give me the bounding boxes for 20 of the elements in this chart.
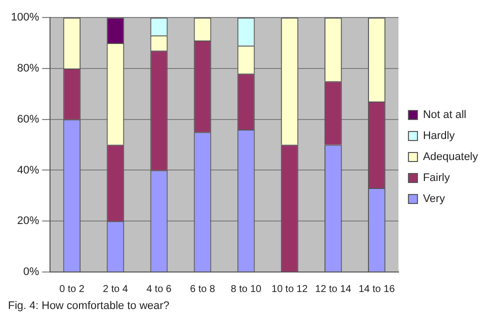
y-tick-label: 60% xyxy=(17,113,40,126)
y-tick-label: 20% xyxy=(17,215,40,228)
y-tick-label: 40% xyxy=(17,164,40,176)
y-tick-label: 100% xyxy=(10,12,40,24)
legend-label: Very xyxy=(422,193,446,206)
x-tick-label: 2 to 4 xyxy=(102,284,128,295)
x-tick-label: 14 to 16 xyxy=(358,284,396,295)
legend-label: Not at all xyxy=(422,109,466,122)
x-tick-label: 6 to 8 xyxy=(190,284,216,295)
x-tick-label: 10 to 12 xyxy=(272,284,308,295)
x-tick-label: 8 to 10 xyxy=(230,284,262,295)
legend-label: Fairly xyxy=(422,172,450,184)
legend-label: Hardly xyxy=(422,130,456,142)
y-tick-label: 80% xyxy=(17,62,40,75)
caption: Fig. 4: How comfortable to wear? xyxy=(8,300,170,312)
x-tick-label: 12 to 14 xyxy=(315,284,352,295)
x-tick-label: 4 to 6 xyxy=(146,284,172,295)
x-tick-label: 0 to 2 xyxy=(59,284,85,295)
y-tick-label: 0% xyxy=(23,266,40,278)
legend-label: Adequately xyxy=(422,151,478,164)
